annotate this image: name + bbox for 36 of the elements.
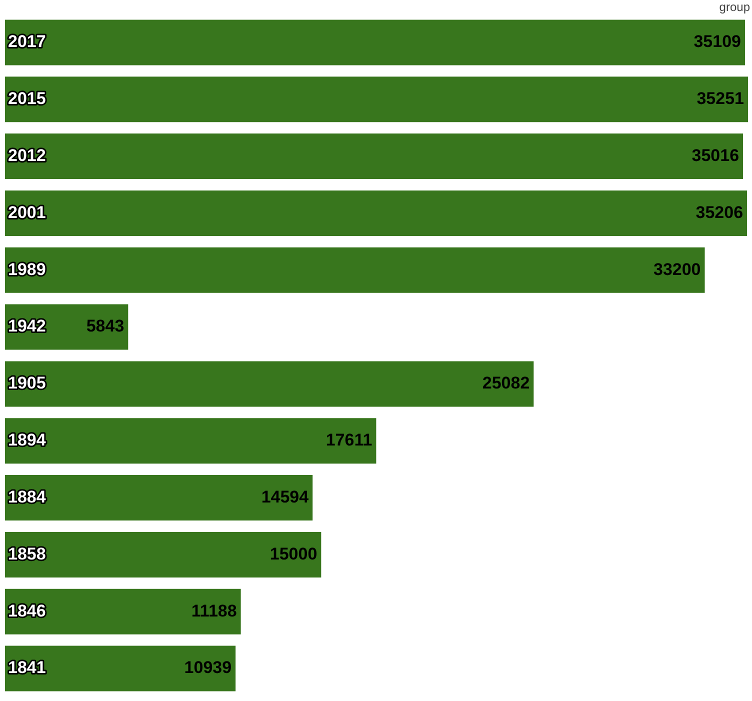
bar [5,361,534,407]
bar [5,532,322,578]
y-tick-label: 1905 [8,374,46,393]
data-label: 15000 [270,544,318,564]
y-tick-label: 1858 [8,544,46,564]
y-tick-label: 1841 [8,658,46,678]
data-label: 35206 [696,202,744,222]
bar [5,418,376,464]
data-label: 33200 [653,260,701,279]
y-tick-label: 2012 [8,146,46,165]
y-tick-label: 1884 [8,487,46,506]
data-label: 17611 [326,430,372,450]
bar [5,190,748,236]
data-label: 14594 [261,487,310,506]
data-label: 11188 [191,601,237,620]
y-tick-label: 1846 [8,601,46,620]
data-label: 25082 [482,374,530,393]
data-label: 35016 [692,146,740,165]
data-label: 10939 [184,658,232,678]
bar [5,646,236,692]
bar [5,475,313,521]
data-label: 35109 [694,32,742,52]
bar [5,247,705,293]
y-tick-label: 2015 [8,89,46,108]
bar [5,76,748,122]
bar [5,588,241,634]
y-tick-label: 2017 [8,32,46,52]
data-label: 35251 [696,89,744,108]
bar [5,134,744,180]
y-tick-label: 1942 [8,316,46,336]
y-tick-label: 1894 [8,430,46,450]
annotation: group [719,0,750,14]
y-tick-label: 2001 [8,202,46,222]
y-tick-label: 1989 [8,260,46,279]
data-label: 5843 [86,316,124,336]
bar [5,20,746,66]
